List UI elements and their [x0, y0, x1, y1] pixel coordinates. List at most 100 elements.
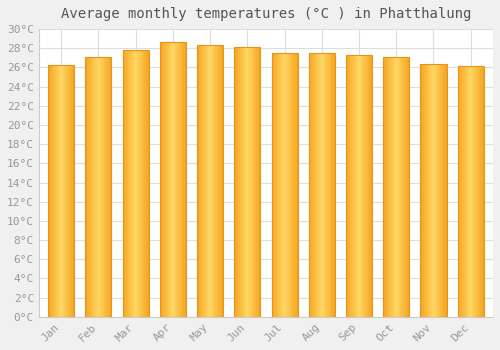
Bar [126, 50, 127, 317]
Bar [254, 47, 255, 317]
Bar [208, 46, 209, 317]
Bar [315, 53, 316, 317]
Bar [358, 55, 359, 317]
Bar [272, 53, 274, 317]
Bar [294, 53, 295, 317]
Bar [258, 47, 260, 317]
Bar [326, 53, 327, 317]
Bar [408, 57, 410, 317]
Bar [365, 55, 366, 317]
Bar [458, 66, 460, 317]
Bar [166, 42, 167, 317]
Bar [199, 46, 200, 317]
Bar [217, 46, 218, 317]
Bar [66, 64, 67, 317]
Bar [124, 50, 125, 317]
Bar [351, 55, 352, 317]
Bar [312, 53, 313, 317]
Title: Average monthly temperatures (°C ) in Phatthalung: Average monthly temperatures (°C ) in Ph… [60, 7, 471, 21]
Bar [96, 57, 98, 317]
Bar [403, 57, 404, 317]
Bar [220, 46, 222, 317]
Bar [399, 57, 400, 317]
Bar [56, 64, 57, 317]
Bar [171, 42, 172, 317]
Bar [322, 53, 324, 317]
Bar [320, 53, 321, 317]
Bar [236, 47, 237, 317]
Bar [282, 53, 283, 317]
Bar [362, 55, 364, 317]
Bar [437, 64, 438, 317]
Bar [61, 64, 62, 317]
Bar [144, 50, 145, 317]
Bar [100, 57, 101, 317]
Bar [160, 42, 162, 317]
Bar [170, 42, 171, 317]
Bar [404, 57, 405, 317]
Bar [392, 57, 393, 317]
Bar [360, 55, 361, 317]
Bar [388, 57, 390, 317]
Bar [352, 55, 353, 317]
Bar [288, 53, 289, 317]
Bar [295, 53, 296, 317]
Bar [431, 64, 432, 317]
Bar [89, 57, 90, 317]
Bar [347, 55, 348, 317]
Bar [272, 53, 297, 317]
Bar [60, 64, 61, 317]
Bar [435, 64, 436, 317]
Bar [405, 57, 406, 317]
Bar [99, 57, 100, 317]
Bar [469, 66, 470, 317]
Bar [257, 47, 258, 317]
Bar [132, 50, 133, 317]
Bar [396, 57, 397, 317]
Bar [330, 53, 332, 317]
Bar [420, 64, 422, 317]
Bar [445, 64, 446, 317]
Bar [86, 57, 87, 317]
Bar [174, 42, 176, 317]
Bar [63, 64, 64, 317]
Bar [286, 53, 287, 317]
Bar [284, 53, 286, 317]
Bar [173, 42, 174, 317]
Bar [458, 66, 483, 317]
Bar [460, 66, 461, 317]
Bar [397, 57, 398, 317]
Bar [354, 55, 356, 317]
Bar [275, 53, 276, 317]
Bar [444, 64, 445, 317]
Bar [222, 46, 223, 317]
Bar [406, 57, 408, 317]
Bar [251, 47, 252, 317]
Bar [356, 55, 358, 317]
Bar [430, 64, 431, 317]
Bar [327, 53, 328, 317]
Bar [62, 64, 63, 317]
Bar [67, 64, 68, 317]
Bar [400, 57, 402, 317]
Bar [283, 53, 284, 317]
Bar [438, 64, 440, 317]
Bar [434, 64, 435, 317]
Bar [383, 57, 409, 317]
Bar [92, 57, 93, 317]
Bar [101, 57, 102, 317]
Bar [314, 53, 315, 317]
Bar [55, 64, 56, 317]
Bar [50, 64, 51, 317]
Bar [106, 57, 107, 317]
Bar [86, 57, 112, 317]
Bar [168, 42, 170, 317]
Bar [292, 53, 293, 317]
Bar [128, 50, 130, 317]
Bar [429, 64, 430, 317]
Bar [244, 47, 246, 317]
Bar [384, 57, 385, 317]
Bar [136, 50, 138, 317]
Bar [234, 47, 260, 317]
Bar [313, 53, 314, 317]
